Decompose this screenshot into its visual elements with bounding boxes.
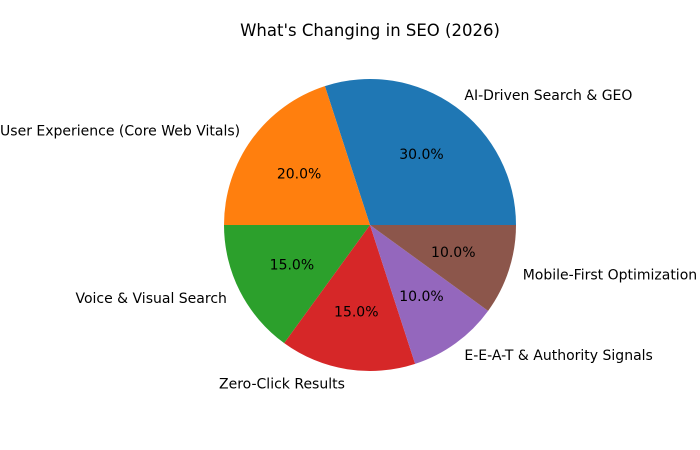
pie-pct-label-1: 20.0% <box>277 166 321 182</box>
pie-pct-label-0: 30.0% <box>399 147 443 163</box>
pie-slice-4 <box>370 225 489 364</box>
pie-slice-2 <box>224 225 370 344</box>
pie-labels: 30.0% AI-Driven Search & GEO 20.0% User Exp… <box>0 88 697 393</box>
pie-category-label-2: Voice & Visual Search <box>75 291 226 307</box>
pie-pct-label-2: 15.0% <box>270 258 314 274</box>
pie-slices <box>224 79 516 371</box>
pie-category-label-5: Mobile-First Optimization <box>523 268 697 284</box>
pie-slice-0 <box>324 79 516 225</box>
pie-category-label-3: Zero-Click Results <box>219 377 345 393</box>
pie-pct-label-4: 10.0% <box>399 289 443 305</box>
chart-title: What's Changing in SEO (2026) <box>240 21 500 40</box>
pie-category-label-0: AI-Driven Search & GEO <box>464 88 632 104</box>
pie-category-label-4: E-E-A-T & Authority Signals <box>464 348 652 364</box>
pie-slice-1 <box>224 86 370 226</box>
pie-slice-5 <box>370 225 516 311</box>
pie-category-label-1: User Experience (Core Web Vitals) <box>0 124 240 140</box>
pie-pct-label-3: 15.0% <box>334 304 378 320</box>
pie-slice-3 <box>284 225 416 371</box>
pie-pct-label-5: 10.0% <box>431 245 475 261</box>
